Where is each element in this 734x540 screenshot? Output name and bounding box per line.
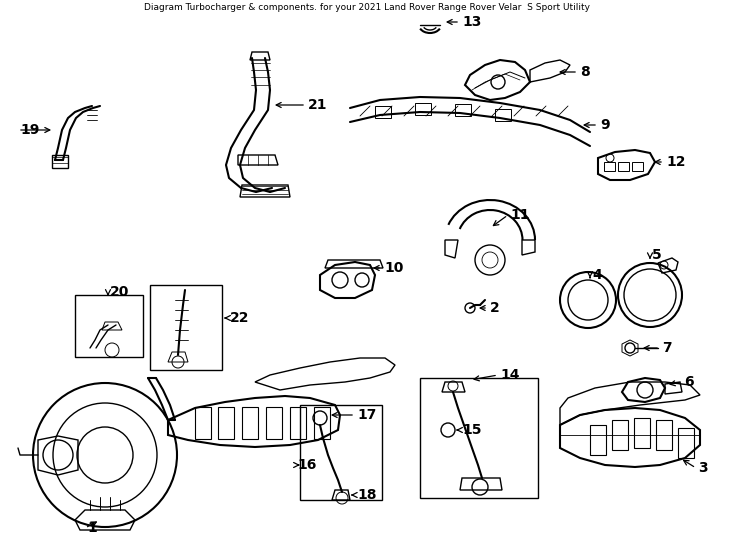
Bar — [375, 106, 391, 118]
Bar — [634, 418, 650, 448]
Text: 1: 1 — [87, 521, 97, 535]
Bar — [618, 162, 629, 171]
Text: 4: 4 — [592, 268, 602, 282]
Text: 3: 3 — [698, 461, 708, 475]
Text: 15: 15 — [462, 423, 482, 437]
Text: 9: 9 — [600, 118, 610, 132]
Bar — [290, 407, 306, 439]
Bar — [495, 109, 511, 121]
Text: 5: 5 — [652, 248, 662, 262]
Text: 16: 16 — [297, 458, 316, 472]
Bar — [420, 378, 538, 498]
Bar — [604, 162, 615, 171]
Bar — [612, 420, 628, 450]
Bar — [678, 428, 694, 458]
Bar — [75, 295, 143, 357]
Bar — [242, 407, 258, 439]
Text: 17: 17 — [357, 408, 377, 422]
Text: Diagram Turbocharger & components. for your 2021 Land Rover Range Rover Velar  S: Diagram Turbocharger & components. for y… — [144, 3, 590, 12]
Text: 19: 19 — [20, 123, 40, 137]
Bar — [314, 407, 330, 439]
Text: 13: 13 — [462, 15, 482, 29]
Text: 6: 6 — [684, 375, 694, 389]
Text: 2: 2 — [490, 301, 500, 315]
Text: 7: 7 — [662, 341, 672, 355]
Text: 18: 18 — [357, 488, 377, 502]
Text: 21: 21 — [308, 98, 327, 112]
Circle shape — [625, 343, 635, 353]
Bar — [415, 103, 431, 115]
Text: 10: 10 — [384, 261, 404, 275]
Bar — [656, 420, 672, 450]
Bar — [218, 407, 234, 439]
Text: 20: 20 — [110, 285, 129, 299]
Text: 11: 11 — [510, 208, 529, 222]
Text: 12: 12 — [666, 155, 686, 169]
Text: 14: 14 — [500, 368, 520, 382]
Bar — [266, 407, 282, 439]
Bar — [455, 104, 471, 116]
Text: 8: 8 — [580, 65, 589, 79]
Bar — [195, 407, 211, 439]
Text: 22: 22 — [230, 311, 250, 325]
Bar — [300, 405, 382, 500]
Bar — [590, 425, 606, 455]
Bar — [150, 285, 222, 370]
Bar — [632, 162, 643, 171]
